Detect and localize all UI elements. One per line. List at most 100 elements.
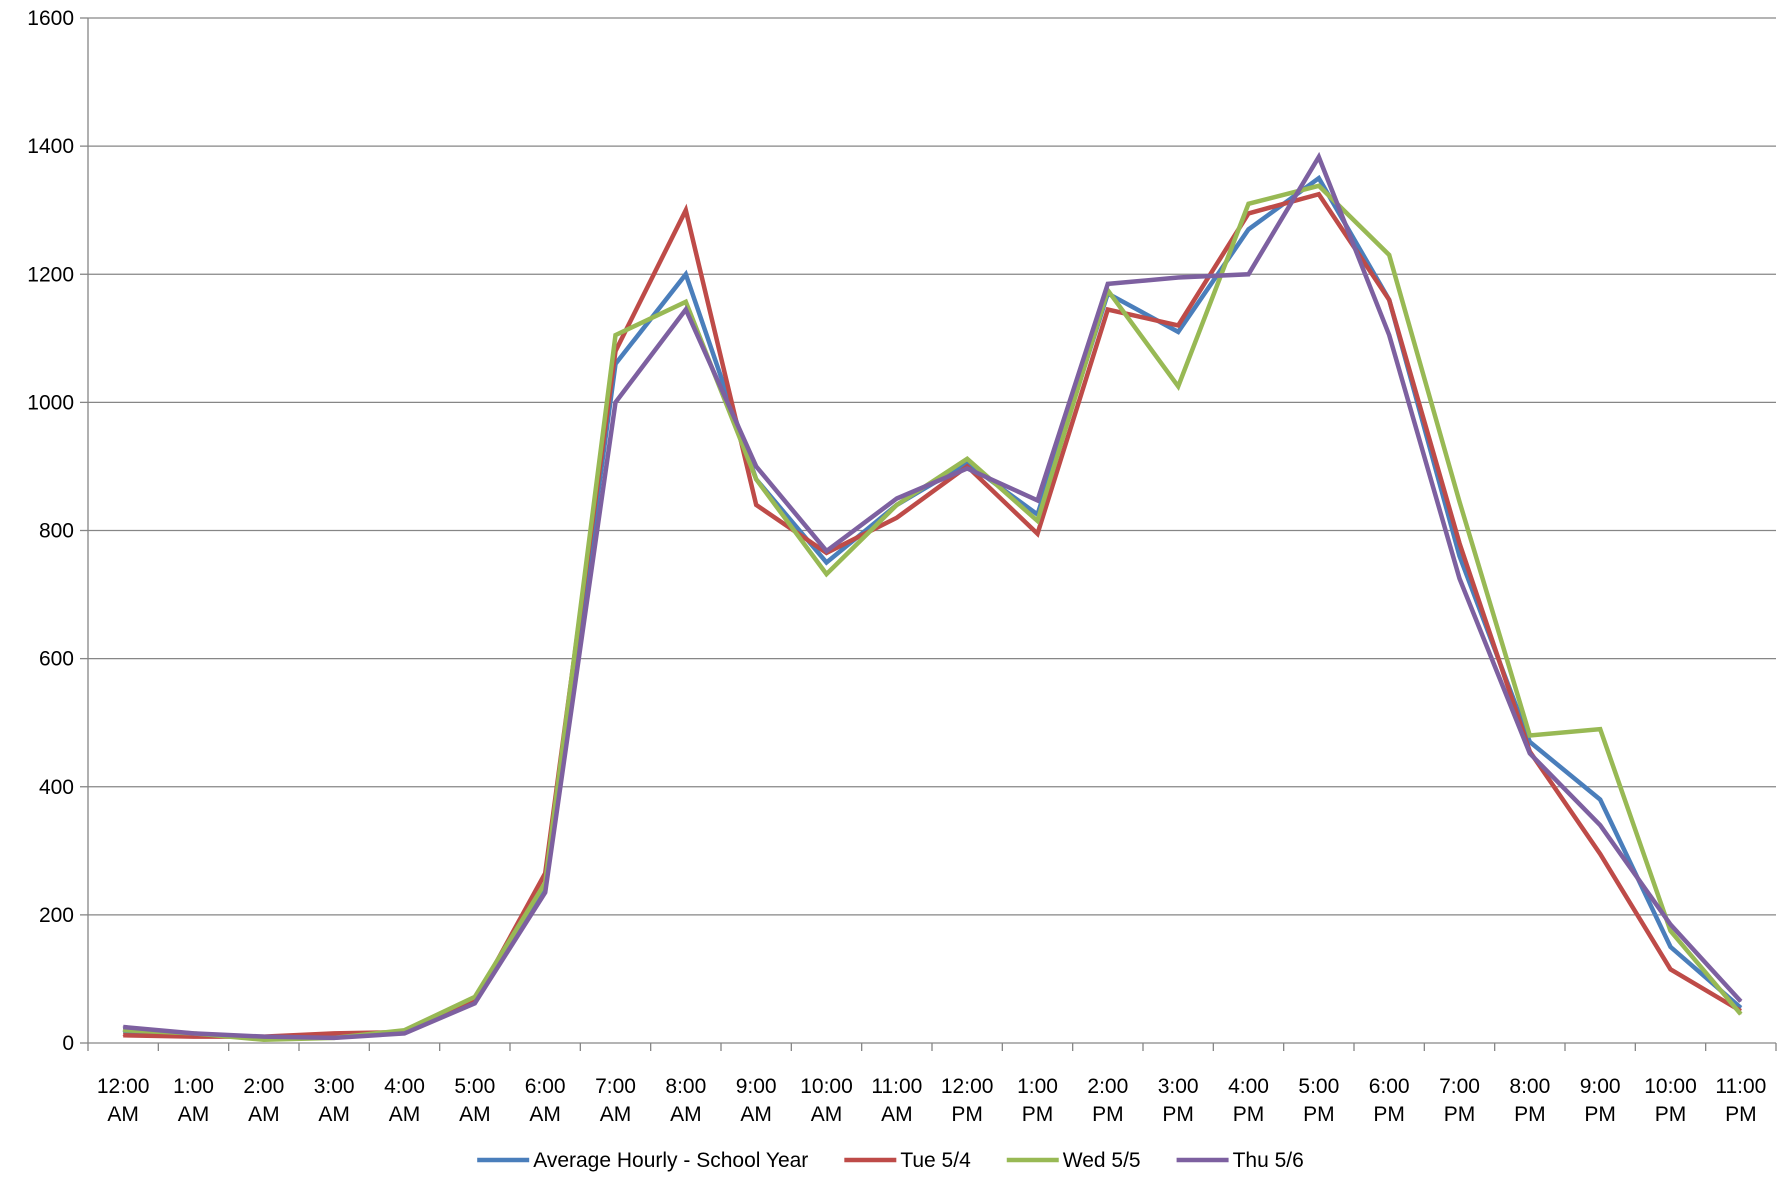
series-line [123, 191, 1742, 1039]
data-point [1177, 385, 1179, 387]
series-3 [122, 183, 1743, 1043]
data-point [896, 504, 898, 506]
data-point [755, 478, 757, 480]
x-axis-tick-label: 9:00 AM [736, 1075, 777, 1126]
data-point [1177, 276, 1179, 278]
legend-label: Tue 5/4 [900, 1149, 971, 1172]
data-point [1037, 520, 1038, 522]
y-axis-tick-label: 200 [39, 904, 74, 927]
data-point [404, 1029, 405, 1031]
x-axis-tick-label: 2:00 PM [1087, 1075, 1128, 1126]
data-point [404, 1032, 405, 1034]
x-axis-tick-label: 2:00 AM [243, 1075, 284, 1126]
data-point [193, 1032, 194, 1034]
x-axis-tick-label: 7:00 AM [595, 1075, 636, 1126]
data-point [896, 517, 898, 519]
y-axis-tick-label: 800 [39, 520, 74, 543]
data-series [122, 151, 1743, 1043]
data-point [826, 573, 827, 575]
data-point [826, 562, 827, 564]
data-point [474, 1002, 476, 1004]
data-point [1318, 185, 1320, 187]
x-axis-tick-label: 11:00 PM [1715, 1075, 1766, 1126]
data-point [685, 273, 687, 275]
x-axis-tick-label: 10:00 PM [1644, 1075, 1697, 1126]
data-point [1670, 968, 1671, 970]
data-point [1599, 853, 1601, 855]
series-line [123, 183, 1743, 1043]
data-point [966, 462, 968, 464]
data-point [333, 1037, 335, 1039]
data-point [1740, 1007, 1742, 1009]
data-point [1318, 177, 1320, 179]
data-point [333, 1032, 335, 1034]
data-point [1459, 555, 1460, 557]
y-axis-tick-label: 600 [39, 648, 74, 671]
x-axis-tick-label: 11:00 AM [871, 1075, 922, 1126]
data-point [1318, 193, 1320, 195]
data-point [1740, 1000, 1742, 1002]
x-axis-tick-label: 7:00 PM [1439, 1075, 1480, 1126]
data-point [1529, 741, 1531, 743]
data-point [615, 334, 616, 336]
data-point [1670, 946, 1671, 948]
x-axis-tick-labels: 12:00 AM 1:00 AM 2:00 AM 3:00 AM 4:00 AM 5:00 AM 6:0… [97, 1075, 1766, 1126]
data-point [1388, 254, 1390, 256]
data-point [544, 891, 546, 893]
data-point [1599, 799, 1601, 801]
x-axis-tick-label: 5:00 AM [454, 1075, 495, 1126]
legend-item: Thu 5/6 [1176, 1149, 1304, 1172]
data-point [1248, 273, 1249, 275]
data-point [1459, 542, 1460, 544]
data-point [966, 467, 968, 469]
data-point [1037, 499, 1038, 501]
data-point [474, 996, 476, 998]
data-point [1670, 923, 1671, 925]
data-point [1248, 203, 1249, 205]
data-point [122, 1034, 124, 1036]
data-point [966, 458, 968, 460]
x-axis-tick-label: 3:00 PM [1158, 1075, 1199, 1126]
data-point [1599, 824, 1601, 826]
data-point [1177, 331, 1179, 333]
data-point [1107, 283, 1109, 285]
data-point [122, 1026, 124, 1028]
x-axis-tick-label: 8:00 PM [1509, 1075, 1550, 1126]
legend: Average Hourly - School Year Tue 5/4 Wed 5… [477, 1149, 1304, 1172]
data-point [1740, 1013, 1742, 1015]
data-point [1107, 308, 1109, 310]
legend-item: Wed 5/5 [1006, 1149, 1141, 1172]
x-axis-tick-label: 9:00 PM [1580, 1075, 1621, 1126]
data-point [1459, 501, 1460, 503]
data-point [1318, 156, 1320, 158]
data-point [1388, 299, 1390, 301]
x-axis-tick-label: 4:00 PM [1228, 1075, 1269, 1126]
x-axis-tick-label: 12:00 PM [941, 1075, 994, 1126]
data-point [896, 497, 898, 499]
data-point [1177, 325, 1179, 326]
y-axis-tick-label: 400 [39, 776, 74, 799]
legend-label: Wed 5/5 [1063, 1149, 1141, 1172]
x-axis-tick-label: 5:00 PM [1298, 1075, 1339, 1126]
data-point [685, 209, 687, 211]
series-line [123, 174, 1743, 1041]
data-point [755, 465, 757, 467]
series-1 [122, 174, 1743, 1041]
series-4 [122, 151, 1743, 1041]
y-axis-tick-label: 1200 [27, 263, 74, 286]
x-axis-tick-label: 1:00 PM [1017, 1075, 1058, 1126]
data-point [685, 301, 687, 303]
data-point [1388, 334, 1390, 336]
gridlines [88, 17, 1776, 916]
y-axis-tick-label: 0 [62, 1032, 74, 1055]
x-axis-tick-label: 6:00 AM [525, 1075, 566, 1126]
series-line [122, 151, 1743, 1041]
data-point [1670, 930, 1671, 932]
data-point [1529, 735, 1531, 736]
data-point [826, 550, 827, 552]
y-axis-tick-label: 1600 [27, 7, 74, 30]
axes [80, 17, 1777, 1051]
x-axis-tick-label: 1:00 AM [173, 1075, 214, 1126]
legend-label: Average Hourly - School Year [533, 1149, 808, 1172]
legend-item: Tue 5/4 [844, 1149, 971, 1172]
